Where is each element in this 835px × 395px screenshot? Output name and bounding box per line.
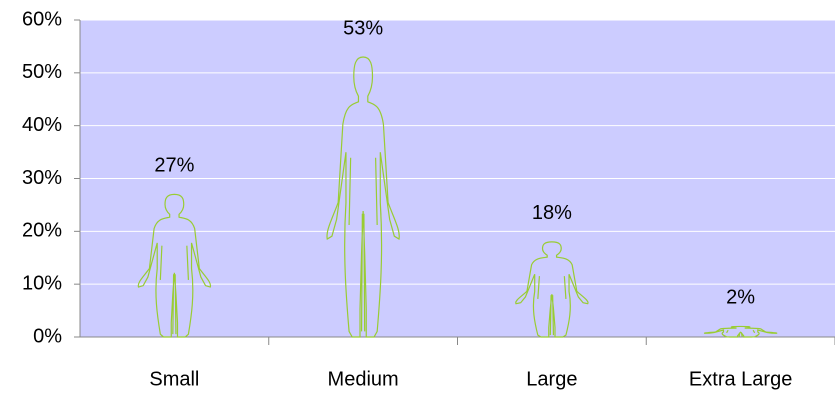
y-tick-label: 20% [22,220,62,242]
y-tick-label: 10% [22,272,62,294]
figure [327,57,399,337]
figure [705,326,777,337]
y-tick-label: 30% [22,167,62,189]
figure [138,194,210,337]
y-tick-label: 0% [33,325,62,347]
x-tick-label: Medium [328,368,399,390]
value-label: 27% [154,155,194,177]
x-tick-label: Large [526,368,577,390]
value-label: 18% [532,202,572,224]
y-tick-label: 50% [22,61,62,83]
y-tick-label: 40% [22,114,62,136]
value-label: 2% [726,287,755,309]
x-tick-label: Small [149,368,199,390]
x-tick-label: Extra Large [689,368,792,390]
figure [516,242,588,337]
value-label: 53% [343,17,383,39]
y-tick-label: 60% [22,8,62,30]
